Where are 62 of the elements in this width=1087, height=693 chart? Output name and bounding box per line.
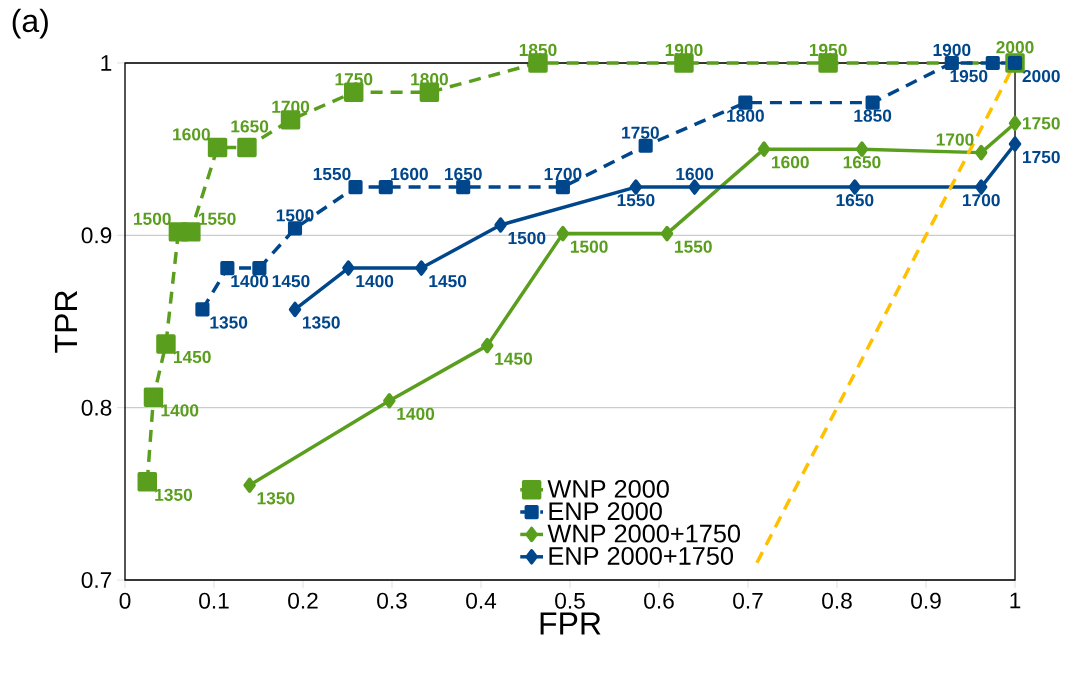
x-tick-label: 0.4 — [466, 592, 497, 609]
x-tick-label: 0.7 — [733, 592, 763, 609]
legend-label: WNP 2000+1750 — [547, 524, 741, 543]
annotation: 1500 — [276, 209, 314, 222]
annotation: 1650 — [836, 194, 874, 207]
annotation: 1750 — [622, 126, 659, 139]
y-tick-label: 0.7 — [81, 571, 112, 589]
annotation: 1450 — [495, 352, 533, 365]
annotation: 1450 — [272, 275, 310, 288]
x-tick-label: 0.2 — [288, 592, 318, 609]
legend-label: WNP 2000 — [547, 479, 669, 498]
x-tick-label: 1 — [1010, 592, 1021, 609]
annotation: 1350 — [155, 488, 193, 501]
annotation: 2000 — [1022, 69, 1060, 83]
annotation: 1700 — [936, 133, 974, 146]
y-tick-label: 0.8 — [81, 399, 112, 416]
annotation: 1750 — [1023, 117, 1060, 130]
annotation: 1350 — [303, 316, 340, 329]
annotation: 1600 — [676, 167, 714, 181]
annotation: 1600 — [772, 156, 809, 169]
y-tick-label: 1 — [101, 55, 112, 71]
annotation: 1500 — [134, 212, 171, 225]
y-tick-label: 0.9 — [81, 227, 112, 244]
annotation: 1350 — [210, 316, 248, 329]
annotation: 1450 — [173, 350, 211, 364]
annotation: 1650 — [231, 120, 269, 133]
annotation: 1700 — [963, 194, 1000, 207]
annotation: 1500 — [508, 231, 546, 245]
annotation: 1400 — [231, 275, 269, 288]
x-tick-label: 0.1 — [199, 592, 229, 609]
annotation: 1650 — [843, 156, 881, 169]
legend-label: ENP 2000 — [549, 502, 662, 521]
annotation: 1650 — [445, 167, 482, 181]
annotation: 1400 — [356, 275, 394, 288]
annotation: 1550 — [198, 212, 236, 225]
annotation: 1550 — [675, 240, 712, 253]
annotation: 1450 — [429, 275, 467, 288]
legend-label: ENP 2000+1750 — [549, 546, 734, 565]
y-axis-title: TPR — [54, 290, 77, 353]
x-tick-label: 0.6 — [644, 592, 674, 609]
x-tick-label: 0.8 — [822, 592, 852, 609]
annotation: 1750 — [1023, 150, 1060, 164]
annotation: 1350 — [257, 492, 295, 505]
text: (a) — [12, 8, 48, 39]
annotation: 1850 — [854, 109, 892, 122]
x-tick-label: 0.9 — [911, 592, 941, 609]
annotation: 1550 — [313, 167, 351, 181]
annotation: 2000 — [996, 41, 1034, 54]
annotation: 1600 — [173, 128, 210, 141]
annotation: 1950 — [950, 69, 988, 83]
annotation: 1550 — [617, 194, 655, 207]
x-axis-title: FPR — [540, 612, 601, 635]
annotation: 1400 — [161, 404, 199, 417]
annotation: 1600 — [391, 167, 428, 181]
annotation: 1900 — [933, 43, 971, 57]
x-tick-label: 0.5 — [555, 592, 585, 609]
annotation: 1400 — [397, 407, 435, 420]
annotation: 1500 — [570, 240, 608, 253]
annotation: 1800 — [727, 109, 764, 122]
x-tick-label: 0.3 — [377, 592, 407, 609]
x-tick-label: 0 — [119, 592, 131, 609]
annotation: 1700 — [544, 167, 582, 181]
